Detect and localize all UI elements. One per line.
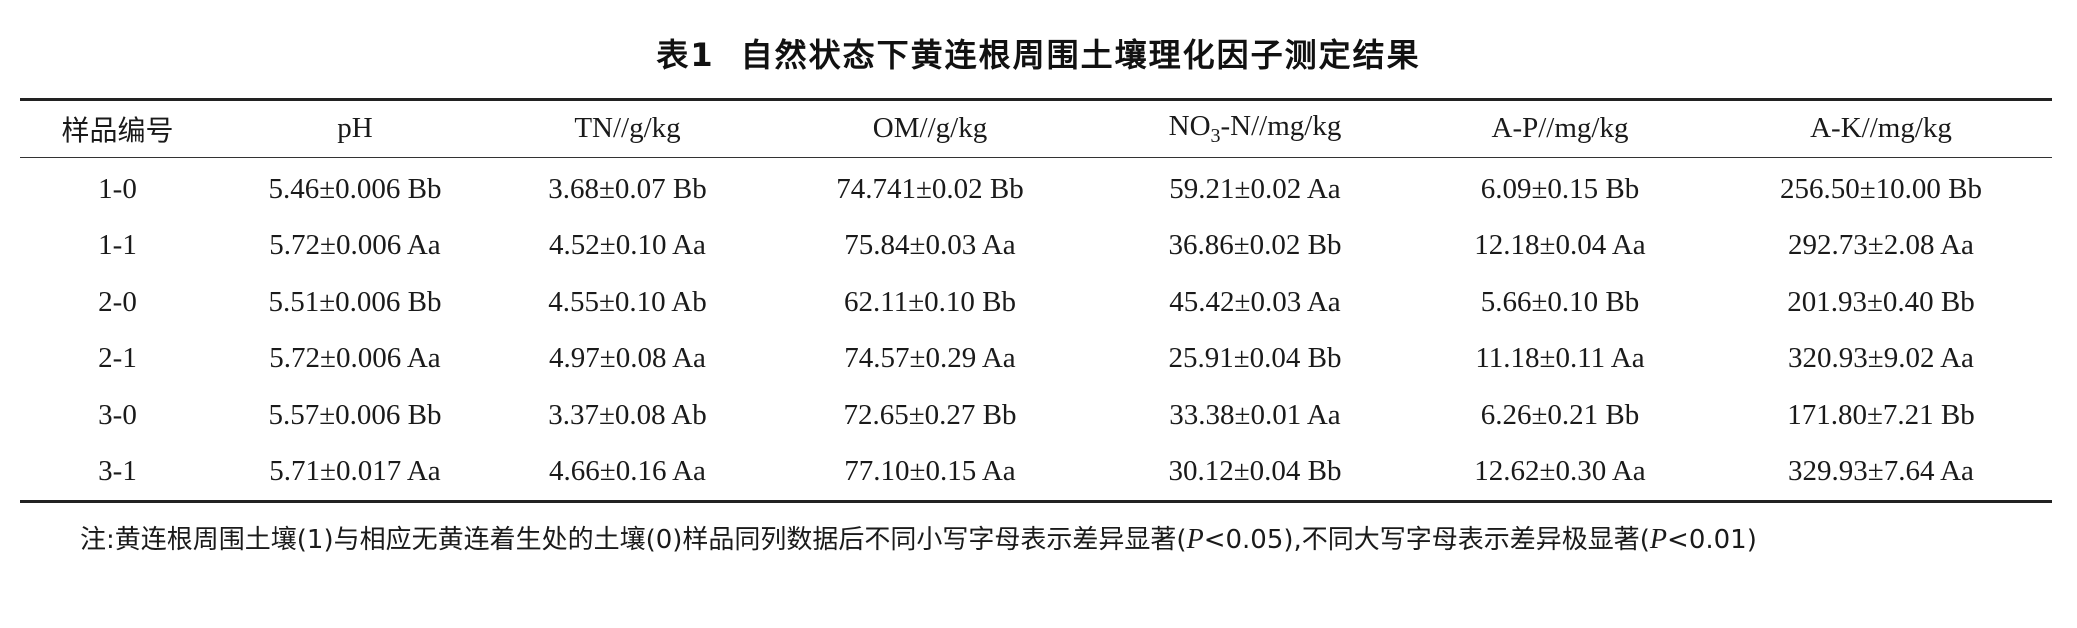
table-row: 1-1 5.72±0.006 Aa 4.52±0.10 Aa 75.84±0.0… bbox=[20, 218, 2052, 275]
cell-ak: 320.93±9.02 Aa bbox=[1788, 342, 1974, 375]
column-header-ak: A-K//mg/kg bbox=[1810, 112, 1952, 144]
cell-ph: 5.46±0.006 Bb bbox=[268, 172, 442, 205]
table-row: 1-0 5.46±0.006 Bb 3.68±0.07 Bb 74.741±0.… bbox=[20, 157, 2052, 218]
column-header-tn: TN//g/kg bbox=[574, 112, 681, 144]
table-footnote: 注:黄连根周围土壤(1)与相应无黄连着生处的土壤(0)样品同列数据后不同小写字母… bbox=[20, 512, 2060, 568]
cell-no3n: 30.12±0.04 Bb bbox=[1168, 455, 1342, 488]
table-bottom-rule bbox=[20, 500, 2052, 503]
cell-ap: 12.18±0.04 Aa bbox=[1474, 229, 1646, 262]
cell-no3n: 25.91±0.04 Bb bbox=[1168, 342, 1342, 375]
table-row: 3-1 5.71±0.017 Aa 4.66±0.16 Aa 77.10±0.1… bbox=[20, 444, 2052, 501]
cell-sample: 2-1 bbox=[98, 342, 137, 375]
cell-sample: 3-0 bbox=[98, 398, 137, 431]
cell-ph: 5.72±0.006 Aa bbox=[269, 342, 441, 375]
table-number: 表1 bbox=[656, 36, 715, 74]
cell-no3n: 33.38±0.01 Aa bbox=[1169, 398, 1341, 431]
cell-ak: 292.73±2.08 Aa bbox=[1788, 229, 1974, 262]
cell-ak: 171.80±7.21 Bb bbox=[1787, 398, 1975, 431]
cell-sample: 1-0 bbox=[98, 172, 137, 205]
table-title: 自然状态下黄连根周围土壤理化因子测定结果 bbox=[740, 36, 1421, 74]
cell-ap: 11.18±0.11 Aa bbox=[1475, 342, 1645, 375]
data-table: 样品编号 pH TN//g/kg OM//g/kg NO3-N//mg/kg A… bbox=[20, 100, 2052, 500]
cell-ak: 256.50±10.00 Bb bbox=[1779, 172, 1982, 205]
table-top-rule bbox=[20, 98, 2052, 101]
table-caption: 表1 自然状态下黄连根周围土壤理化因子测定结果 bbox=[0, 30, 2077, 76]
cell-sample: 1-1 bbox=[98, 229, 137, 262]
note-p-symbol-1: P bbox=[1186, 524, 1204, 555]
cell-tn: 4.97±0.08 Aa bbox=[549, 342, 706, 375]
table-header-row: 样品编号 pH TN//g/kg OM//g/kg NO3-N//mg/kg A… bbox=[20, 100, 2052, 157]
cell-tn: 4.52±0.10 Aa bbox=[549, 229, 706, 262]
cell-ap: 6.26±0.21 Bb bbox=[1480, 398, 1640, 431]
cell-om: 62.11±0.10 Bb bbox=[844, 285, 1016, 318]
column-header-ph: pH bbox=[337, 112, 373, 144]
column-header-no3n: NO3-N//mg/kg bbox=[1100, 100, 1410, 157]
cell-om: 72.65±0.27 Bb bbox=[843, 398, 1017, 431]
no3-rest: -N//mg/kg bbox=[1220, 109, 1342, 142]
table-row: 2-1 5.72±0.006 Aa 4.97±0.08 Aa 74.57±0.2… bbox=[20, 331, 2052, 388]
cell-no3n: 45.42±0.03 Aa bbox=[1169, 285, 1341, 318]
cell-ph: 5.51±0.006 Bb bbox=[268, 285, 442, 318]
cell-tn: 3.37±0.08 Ab bbox=[548, 398, 707, 431]
column-header-sample: 样品编号 bbox=[61, 113, 174, 147]
column-header-om: OM//g/kg bbox=[872, 112, 988, 144]
cell-om: 77.10±0.15 Aa bbox=[844, 455, 1016, 488]
cell-ak: 201.93±0.40 Bb bbox=[1787, 285, 1975, 318]
note-text-1: 注:黄连根周围土壤(1)与相应无黄连着生处的土壤(0)样品同列数据后不同小写字母… bbox=[80, 525, 1187, 555]
cell-tn: 4.55±0.10 Ab bbox=[548, 285, 707, 318]
note-text-2: <0.05),不同大写字母表示差异极显著( bbox=[1203, 525, 1650, 555]
column-header-ap: A-P//mg/kg bbox=[1491, 112, 1629, 144]
cell-om: 75.84±0.03 Aa bbox=[844, 229, 1016, 262]
no3-main: NO bbox=[1168, 109, 1211, 142]
cell-om: 74.741±0.02 Bb bbox=[836, 172, 1024, 205]
no3-subscript: 3 bbox=[1210, 124, 1221, 147]
cell-no3n: 59.21±0.02 Aa bbox=[1169, 172, 1341, 205]
cell-sample: 2-0 bbox=[98, 285, 137, 318]
table-row: 2-0 5.51±0.006 Bb 4.55±0.10 Ab 62.11±0.1… bbox=[20, 274, 2052, 331]
table-row: 3-0 5.57±0.006 Bb 3.37±0.08 Ab 72.65±0.2… bbox=[20, 387, 2052, 444]
cell-sample: 3-1 bbox=[98, 455, 137, 488]
cell-no3n: 36.86±0.02 Bb bbox=[1168, 229, 1342, 262]
cell-ap: 5.66±0.10 Bb bbox=[1480, 285, 1640, 318]
cell-tn: 3.68±0.07 Bb bbox=[548, 172, 707, 205]
cell-ph: 5.72±0.006 Aa bbox=[269, 229, 441, 262]
cell-ak: 329.93±7.64 Aa bbox=[1788, 455, 1974, 488]
cell-ph: 5.71±0.017 Aa bbox=[269, 455, 441, 488]
cell-ap: 6.09±0.15 Bb bbox=[1480, 172, 1640, 205]
cell-ap: 12.62±0.30 Aa bbox=[1474, 455, 1646, 488]
cell-tn: 4.66±0.16 Aa bbox=[549, 455, 706, 488]
cell-ph: 5.57±0.006 Bb bbox=[268, 398, 442, 431]
note-text-3: <0.01) bbox=[1667, 525, 1757, 555]
table-header-rule bbox=[20, 157, 2052, 158]
note-p-symbol-2: P bbox=[1649, 524, 1668, 555]
cell-om: 74.57±0.29 Aa bbox=[844, 342, 1016, 375]
